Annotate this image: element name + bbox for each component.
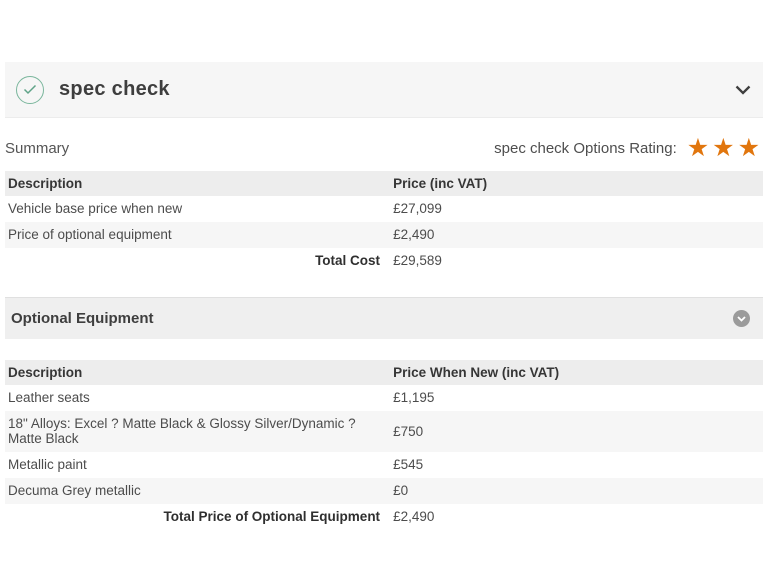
star-rating-icons: ★★★: [686, 133, 763, 162]
spec-check-widget: spec check Summary spec check Options Ra…: [5, 62, 763, 530]
summary-label: Summary: [5, 139, 70, 157]
total-row: Total Cost £29,589: [5, 248, 763, 274]
row-price: £545: [393, 457, 424, 472]
optional-equipment-title: Optional Equipment: [11, 310, 154, 327]
column-header-description: Description: [5, 360, 391, 385]
row-description: Decuma Grey metallic: [5, 478, 391, 504]
spec-check-title: spec check: [59, 78, 170, 100]
table-row: 18" Alloys: Excel ? Matte Black & Glossy…: [5, 411, 763, 452]
spec-check-header[interactable]: spec check: [5, 62, 763, 118]
options-rating-label: spec check Options Rating:: [494, 139, 677, 157]
row-price: £750: [390, 411, 763, 452]
star-icon: ★: [686, 133, 713, 162]
star-icon: ★: [712, 133, 738, 162]
total-label: Total Price of Optional Equipment: [5, 504, 391, 530]
optional-equipment-table: Description Price When New (inc VAT) Lea…: [5, 360, 763, 530]
table-row: Metallic paint £545: [5, 452, 763, 478]
table-row: Vehicle base price when new £27,099: [5, 196, 763, 222]
row-description: 18" Alloys: Excel ? Matte Black & Glossy…: [5, 411, 391, 452]
row-description: Price of optional equipment: [5, 222, 391, 248]
row-price: £2,490: [390, 222, 763, 248]
total-label: Total Cost: [5, 248, 391, 274]
row-description: Vehicle base price when new: [8, 201, 183, 216]
column-header-price: Price When New (inc VAT): [390, 360, 763, 385]
star-icon: ★: [737, 133, 763, 162]
row-price: £27,099: [393, 201, 442, 216]
chevron-down-icon[interactable]: [735, 85, 751, 95]
optional-equipment-header[interactable]: Optional Equipment: [5, 297, 763, 339]
table-row: Price of optional equipment £2,490: [5, 222, 763, 248]
table-row: Leather seats £1,195: [5, 385, 763, 411]
column-header-price: Price (inc VAT): [390, 171, 763, 196]
total-value: £29,589: [390, 248, 763, 274]
summary-table: Description Price (inc VAT) Vehicle base…: [5, 171, 763, 274]
table-header-row: Description Price When New (inc VAT): [5, 360, 763, 385]
total-row: Total Price of Optional Equipment £2,490: [5, 504, 763, 530]
table-header-row: Description Price (inc VAT): [5, 171, 763, 196]
chevron-down-circle-icon[interactable]: [733, 310, 750, 327]
row-description: Metallic paint: [8, 457, 87, 472]
check-circle-icon: [16, 75, 44, 104]
summary-strip: Summary spec check Options Rating: ★★★: [5, 134, 763, 162]
row-description: Leather seats: [8, 390, 90, 405]
row-price: £0: [390, 478, 763, 504]
column-header-description: Description: [5, 171, 391, 196]
table-row: Decuma Grey metallic £0: [5, 478, 763, 504]
options-rating: spec check Options Rating: ★★★: [494, 133, 763, 162]
total-value: £2,490: [390, 504, 763, 530]
row-price: £1,195: [393, 390, 435, 405]
